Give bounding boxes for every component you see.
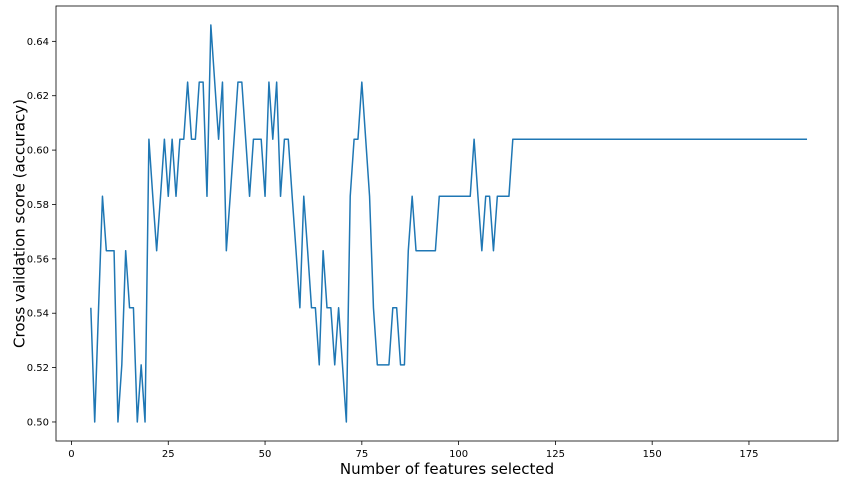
y-tick-label: 0.52 xyxy=(27,363,49,374)
x-tick-label: 75 xyxy=(355,449,368,460)
y-tick-label: 0.50 xyxy=(27,417,49,428)
x-tick-label: 100 xyxy=(449,449,468,460)
y-axis-title: Cross validation score (accuracy) xyxy=(10,99,28,348)
x-tick-label: 150 xyxy=(643,449,662,460)
x-tick-label: 175 xyxy=(739,449,758,460)
cv-score-line xyxy=(90,24,808,423)
y-tick-label: 0.62 xyxy=(27,91,49,102)
x-axis: 0 25 50 75 100 125 150 175 xyxy=(68,441,759,460)
x-axis-title: Number of features selected xyxy=(340,460,554,478)
y-tick-label: 0.60 xyxy=(27,146,49,157)
x-tick-label: 125 xyxy=(546,449,565,460)
plot-frame xyxy=(55,5,839,442)
y-axis: 0.50 0.52 0.54 0.56 0.58 0.60 0.62 0.64 xyxy=(27,37,56,428)
y-tick-label: 0.56 xyxy=(27,254,49,265)
plot-area xyxy=(56,6,838,441)
x-tick-label: 25 xyxy=(162,449,175,460)
y-tick-label: 0.54 xyxy=(27,309,49,320)
x-tick-label: 50 xyxy=(259,449,272,460)
x-tick-label: 0 xyxy=(68,449,74,460)
y-tick-label: 0.58 xyxy=(27,200,49,211)
y-tick-label: 0.64 xyxy=(27,37,49,48)
